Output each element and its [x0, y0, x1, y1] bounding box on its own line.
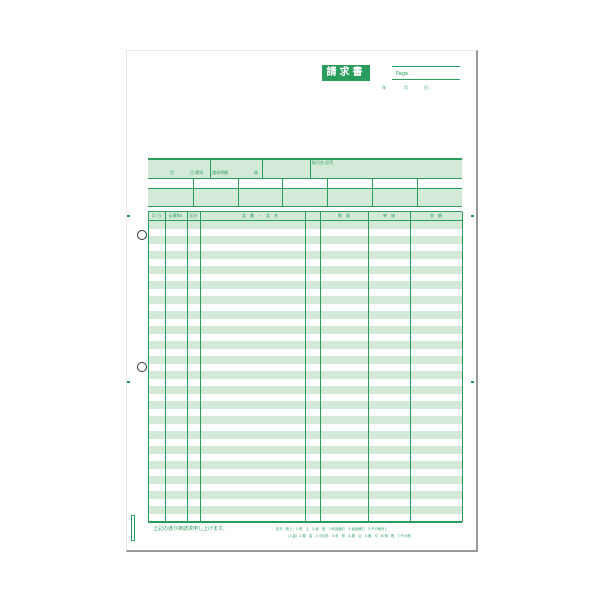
- info-divider: [372, 178, 373, 206]
- footer-note: 上記の通り御請求申し上げます。: [153, 526, 228, 532]
- date-year-label: 年: [382, 85, 386, 90]
- fold-mark: [127, 381, 130, 383]
- punch-hole: [137, 362, 147, 372]
- info-divider: [238, 178, 239, 206]
- column-divider: [305, 212, 306, 522]
- cutoff-day-label: 日 締切: [190, 170, 204, 175]
- category-legend-sales: 区分（売上）1:売 上 2:返 品 3:商品値引 4:返品値引 5:その他売上: [276, 527, 388, 531]
- info-row-1: [148, 158, 462, 178]
- sheets-unit: 枚: [254, 170, 258, 175]
- page-number-field: Page.: [392, 66, 460, 80]
- column-divider: [148, 212, 149, 522]
- fold-mark: [471, 215, 474, 217]
- column-header: 区分: [189, 213, 198, 218]
- client-label: 取引先 記号: [312, 160, 334, 165]
- column-header: 単 価: [383, 213, 395, 218]
- info-divider: [282, 178, 283, 206]
- form-title: 請求書: [322, 65, 370, 81]
- info-divider: [327, 178, 328, 206]
- punch-hole: [137, 230, 147, 240]
- info-divider: [417, 178, 418, 206]
- column-divider: [320, 212, 321, 522]
- column-divider: [462, 212, 463, 522]
- column-header: 金 額: [430, 213, 442, 218]
- date-month-label: 月: [404, 85, 408, 90]
- category-legend-payment: （入金）1:現 金 2:小切手 3:手 形 4:振 込 5:値 引 6:相 殺 …: [286, 534, 411, 538]
- column-divider: [368, 212, 369, 522]
- column-header: 月 日: [151, 213, 162, 218]
- info-row-3: [148, 188, 462, 206]
- detail-label: 請求明細: [212, 170, 228, 175]
- date-day-label: 日: [424, 85, 428, 90]
- column-header: 品 番 ・ 品 名: [242, 213, 278, 218]
- column-divider: [200, 212, 201, 522]
- cutoff-month-label: 月: [170, 170, 174, 175]
- column-divider: [410, 212, 411, 522]
- info-divider: [193, 178, 194, 206]
- column-divider: [165, 212, 166, 522]
- fold-mark: [127, 215, 130, 217]
- column-header: 数 量: [338, 213, 350, 218]
- form-code-mark: [131, 515, 135, 541]
- column-divider: [187, 212, 188, 522]
- column-header: 伝票No.: [168, 213, 184, 218]
- fold-mark: [471, 381, 474, 383]
